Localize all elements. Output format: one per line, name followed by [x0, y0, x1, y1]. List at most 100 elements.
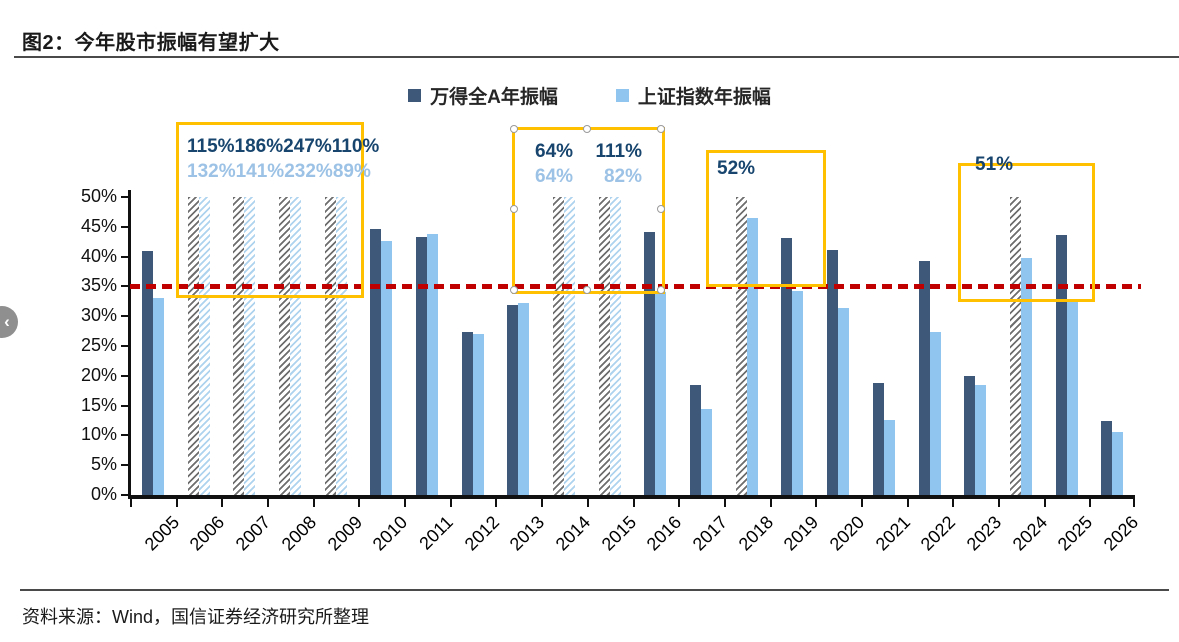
legend-item-wind-all-a: 万得全A年振幅 — [408, 82, 558, 109]
selection-handle[interactable] — [583, 285, 591, 294]
x-axis-tick — [358, 499, 361, 507]
x-axis-label: 2009 — [323, 512, 366, 555]
bar-sse-2021 — [883, 419, 895, 495]
bar-sse-2020 — [838, 308, 850, 495]
bar-sse-2008 — [289, 197, 301, 495]
selection-handle[interactable] — [583, 124, 591, 133]
bar-wind-all-a-2009 — [324, 197, 336, 495]
y-axis-label: 20% — [80, 364, 117, 385]
bar-wind-all-a-2016 — [644, 232, 656, 495]
y-axis-tick — [121, 285, 128, 288]
x-axis-tick — [1089, 499, 1092, 507]
footer-divider — [20, 589, 1169, 591]
annotation-value: 51% — [975, 154, 1014, 175]
y-axis-tick — [121, 404, 128, 407]
selection-handle[interactable] — [509, 124, 518, 133]
legend-item-sse-index: 上证指数年振幅 — [615, 82, 771, 109]
bar-wind-all-a-2015 — [598, 197, 610, 495]
x-axis-tick — [541, 499, 544, 507]
chevron-left-icon: ‹ — [4, 312, 10, 331]
source-note: 资料来源：Wind，国信证券经济研究所整理 — [22, 607, 370, 627]
bar-wind-all-a-2012 — [461, 331, 473, 495]
y-axis-label: 30% — [80, 305, 117, 326]
annotation-value: 247% — [283, 136, 332, 157]
reference-line-35pct — [130, 284, 1141, 290]
bar-group-2009 — [313, 197, 359, 495]
x-axis-tick — [312, 499, 315, 507]
y-axis-label: 15% — [80, 394, 117, 415]
highlight-box-3[interactable]: 52% — [706, 150, 826, 287]
bar-wind-all-a-2007 — [233, 197, 245, 495]
highlight-box-1[interactable]: 115% 186% 247% 110% 132% 141% 232% 89% — [176, 122, 379, 298]
bar-group-2017 — [678, 197, 724, 495]
bar-group-2007 — [221, 197, 267, 495]
selection-handle[interactable] — [509, 205, 518, 213]
bar-wind-all-a-2011 — [415, 236, 427, 495]
x-axis-label: 2016 — [643, 512, 686, 555]
bar-group-2023 — [952, 197, 998, 495]
y-axis-label: 40% — [80, 245, 117, 266]
selection-handle[interactable] — [509, 285, 518, 294]
y-axis-tick — [121, 374, 128, 377]
bar-sse-2016 — [655, 292, 667, 495]
x-axis-tick — [175, 499, 178, 507]
x-axis-label: 2020 — [825, 512, 869, 555]
x-axis-tick — [815, 499, 818, 507]
annotation-value: 232% — [284, 161, 333, 182]
x-axis-tick — [906, 499, 909, 507]
x-axis-label: 2026 — [1099, 512, 1143, 555]
bar-group-2016 — [633, 197, 679, 495]
bar-group-2011 — [404, 197, 450, 495]
annotation-value: 111% — [595, 141, 643, 162]
bar-wind-all-a-2018 — [735, 197, 747, 495]
bar-wind-all-a-2026 — [1101, 420, 1113, 495]
x-axis-label: 2013 — [505, 512, 549, 555]
bar-sse-2018 — [746, 217, 758, 495]
annotation-row-dark: 64% 111% — [523, 139, 654, 164]
bar-sse-2025 — [1066, 301, 1078, 495]
x-axis-label: 2019 — [780, 512, 823, 555]
bar-wind-all-a-2013 — [507, 305, 519, 495]
bar-group-2024 — [998, 197, 1044, 495]
y-axis-tick — [121, 255, 128, 258]
x-axis-label: 2023 — [962, 512, 1006, 555]
x-axis-tick — [449, 499, 452, 507]
x-axis-label: 2024 — [1008, 512, 1051, 555]
bar-wind-all-a-2023 — [964, 376, 976, 495]
bar-wind-all-a-2006 — [187, 197, 199, 495]
annotation-value: 89% — [332, 161, 371, 182]
x-axis-tick — [404, 499, 407, 507]
bar-sse-2005 — [152, 298, 164, 495]
highlight-box-4[interactable]: 51% — [958, 154, 1095, 302]
bar-group-2026 — [1089, 197, 1135, 495]
x-axis-label: 2012 — [460, 512, 503, 555]
bar-wind-all-a-2008 — [278, 197, 290, 495]
bar-wind-all-a-2019 — [781, 238, 793, 495]
bar-wind-all-a-2020 — [827, 250, 839, 495]
legend-swatch-dark-icon — [408, 89, 422, 102]
y-axis-label: 0% — [90, 484, 117, 504]
bar-wind-all-a-2010 — [370, 229, 382, 495]
selection-handle[interactable] — [656, 124, 665, 133]
selection-handle[interactable] — [656, 205, 665, 213]
annotation-row-light: 64% 82% — [523, 164, 654, 189]
x-axis-tick — [1043, 499, 1046, 507]
x-axis-tick — [860, 499, 863, 507]
bar-wind-all-a-2024 — [1009, 197, 1021, 495]
y-axis-line — [128, 190, 131, 499]
x-axis-label: 2008 — [277, 512, 321, 555]
x-axis-label: 2017 — [688, 512, 732, 555]
bar-wind-all-a-2021 — [872, 382, 884, 495]
x-axis-tick — [997, 499, 1000, 507]
x-axis-tick — [678, 499, 681, 507]
bar-group-2022 — [907, 197, 953, 495]
highlight-box-2[interactable]: 64% 111% 64% 82% — [509, 124, 665, 294]
y-axis-tick — [121, 196, 128, 198]
collapse-left-button[interactable]: ‹ — [0, 306, 18, 338]
selection-handle[interactable] — [656, 285, 665, 294]
bar-sse-2019 — [792, 290, 804, 495]
figure-title: 图2：今年股市振幅有望扩大 — [22, 32, 280, 54]
bar-sse-2015 — [609, 197, 621, 495]
